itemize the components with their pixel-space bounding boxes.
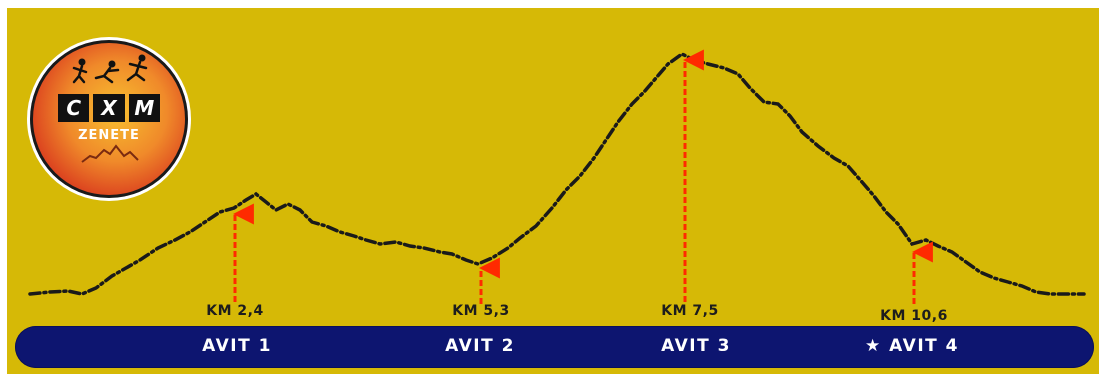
avit-label-3: AVIT 3 <box>661 336 731 356</box>
logo-letter-m: M <box>128 94 160 122</box>
avit-label-4-group: ★ AVIT 4 <box>865 336 959 356</box>
km-label-2: KM 5,3 <box>452 303 510 319</box>
km-label-3: KM 7,5 <box>661 303 719 319</box>
avit-label-4: AVIT 4 <box>889 336 959 356</box>
cxm-zenete-logo: C X M ZENETE <box>24 34 194 204</box>
logo-cxm-letters: C X M <box>58 94 160 122</box>
star-icon: ★ <box>865 336 882 356</box>
runners-icon <box>72 54 148 84</box>
km-label-1: KM 2,4 <box>206 303 264 319</box>
elevation-line <box>28 51 1086 296</box>
avit-label-2: AVIT 2 <box>445 336 515 356</box>
avit-label-1: AVIT 1 <box>202 336 272 356</box>
logo-letter-x: X <box>93 94 125 122</box>
aid-station-band <box>15 326 1094 368</box>
km-label-4: KM 10,6 <box>880 308 948 324</box>
logo-letter-c: C <box>58 94 90 122</box>
logo-name: ZENETE <box>78 128 140 143</box>
mountain-icon <box>81 144 139 163</box>
elevation-panel <box>7 8 1099 374</box>
